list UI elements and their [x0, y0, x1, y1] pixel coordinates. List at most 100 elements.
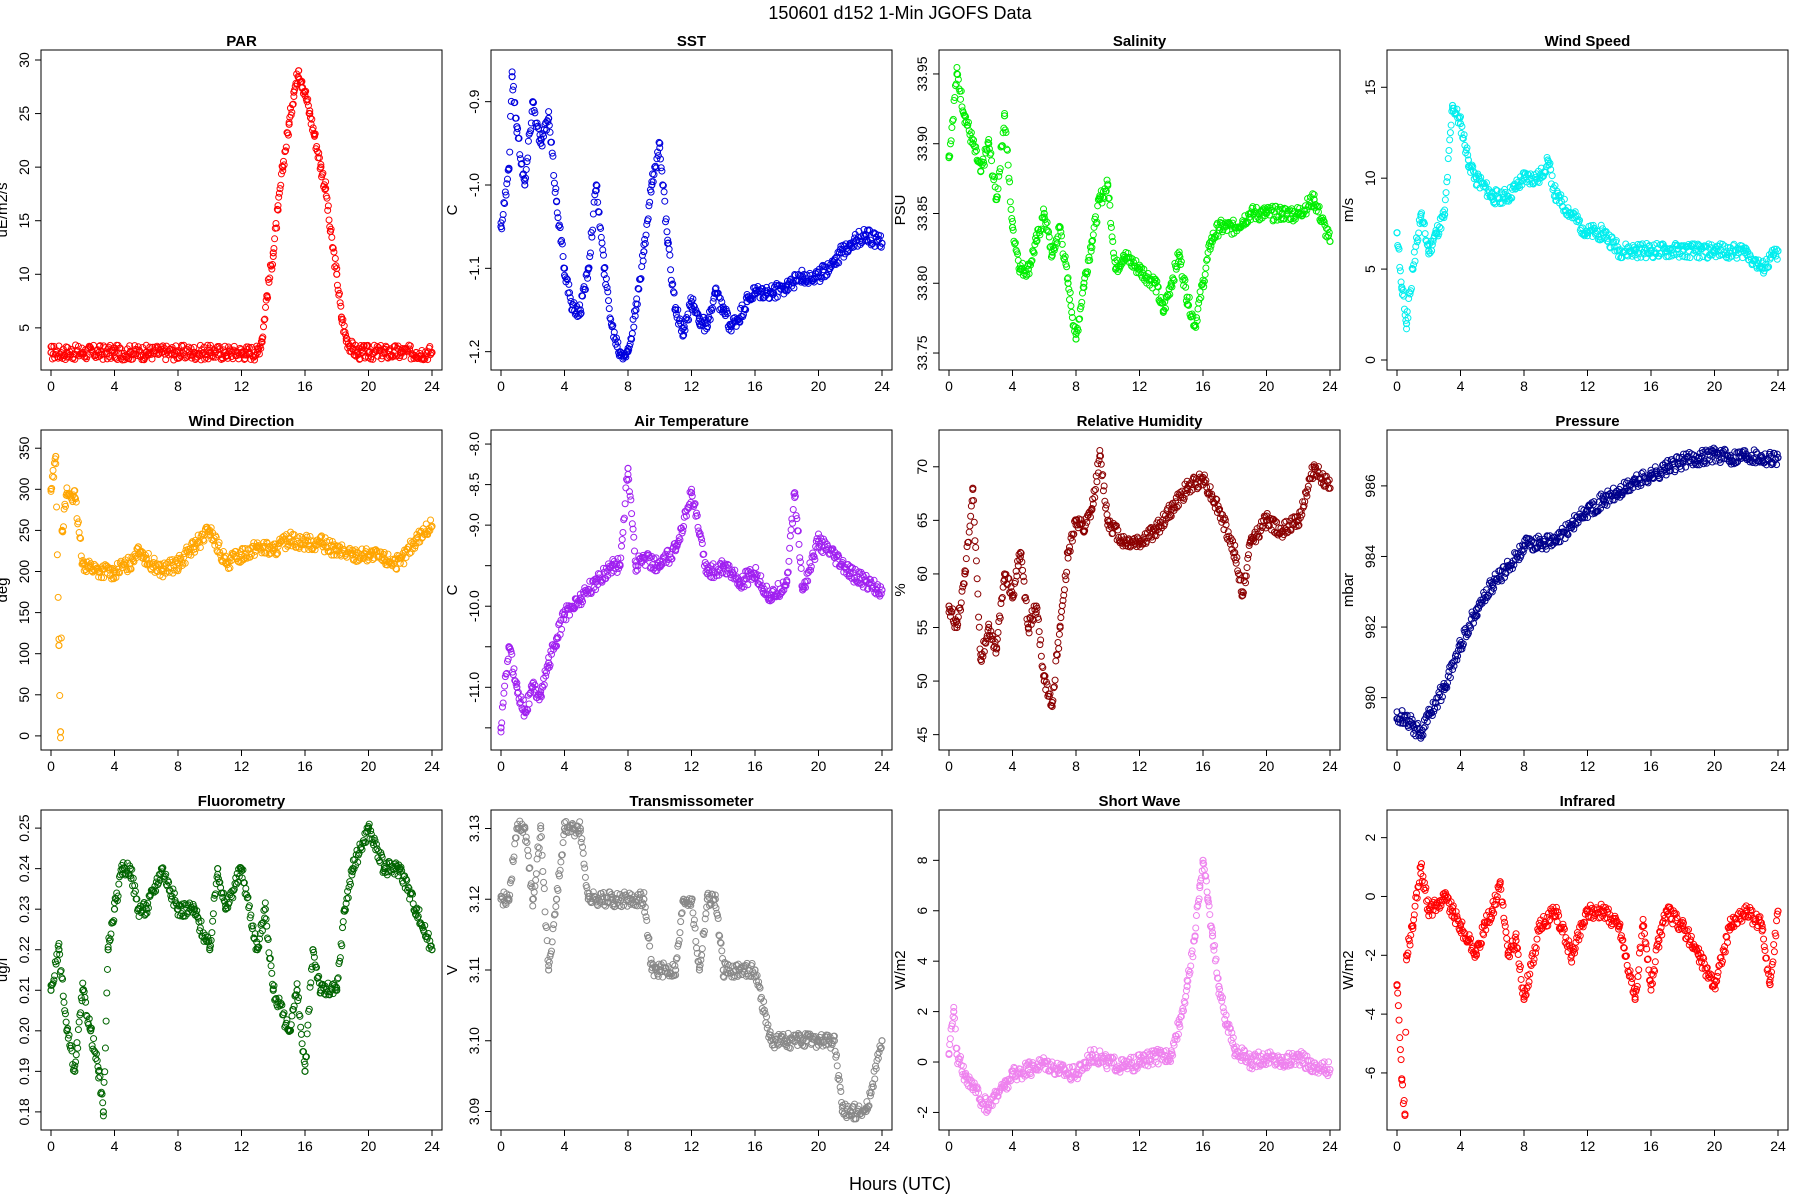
data-point: [965, 528, 973, 536]
data-point: [54, 593, 62, 601]
data-point: [1040, 213, 1048, 221]
data-point: [975, 623, 983, 631]
y-tick-label: 15: [16, 213, 32, 229]
data-point: [1441, 196, 1449, 204]
data-point: [509, 82, 517, 90]
data-point: [276, 185, 284, 193]
data-point: [767, 289, 775, 297]
y-tick-label: 0.20: [16, 1017, 32, 1044]
data-point: [508, 68, 516, 76]
x-tick-label: 0: [47, 758, 55, 774]
y-tick-label: 5: [16, 324, 32, 332]
data-point: [638, 251, 646, 259]
data-point: [1407, 712, 1415, 720]
x-tick-label: 8: [174, 378, 182, 394]
y-tick-label: 350: [16, 436, 32, 460]
data-point: [53, 957, 61, 965]
data-point: [654, 152, 662, 160]
data-point: [1086, 256, 1094, 264]
data-point: [103, 355, 111, 363]
x-tick-label: 20: [361, 758, 377, 774]
data-point: [601, 264, 609, 272]
x-tick-label: 8: [624, 378, 632, 394]
panel-title: Air Temperature: [634, 413, 749, 430]
data-point: [656, 155, 664, 163]
data-point: [1093, 478, 1101, 486]
data-point: [1006, 178, 1014, 186]
data-point: [1043, 218, 1051, 226]
data-point: [427, 516, 435, 524]
data-point: [1326, 237, 1334, 245]
data-point: [630, 547, 638, 555]
panel-title: Wind Speed: [1545, 33, 1631, 50]
data-point: [979, 155, 987, 163]
data-point: [660, 188, 668, 196]
data-point: [599, 246, 607, 254]
data-point: [306, 109, 314, 118]
x-tick-label: 16: [297, 1138, 313, 1154]
data-point: [524, 137, 532, 145]
x-tick-label: 4: [1009, 378, 1017, 394]
data-point: [237, 348, 246, 357]
data-point: [996, 165, 1004, 173]
data-point: [322, 184, 330, 193]
data-point: [667, 266, 675, 274]
data-point: [356, 355, 364, 363]
data-point: [73, 1039, 81, 1047]
data-point: [201, 355, 209, 363]
data-point: [275, 193, 283, 201]
data-point: [947, 137, 955, 145]
panel-title: PAR: [226, 33, 257, 50]
y-tick-label: -9.0: [466, 513, 482, 537]
data-point: [633, 295, 641, 303]
data-point: [315, 154, 323, 162]
data-point: [1037, 225, 1045, 233]
data-point: [594, 208, 602, 216]
data-point: [552, 198, 561, 206]
data-point: [718, 298, 726, 306]
y-axis-label: ug/l: [0, 958, 11, 982]
data-point: [323, 194, 331, 202]
data-point: [505, 164, 513, 172]
data-point: [336, 299, 344, 307]
data-point: [971, 537, 979, 545]
data-point: [641, 240, 649, 248]
data-point: [560, 264, 569, 272]
data-point: [665, 245, 673, 253]
panel-title: Salinity: [1113, 33, 1167, 50]
data-point: [565, 280, 573, 288]
data-point: [790, 284, 798, 292]
data-point: [566, 289, 574, 297]
data-point: [968, 135, 976, 143]
y-tick-label: 10: [16, 266, 32, 282]
data-point: [270, 244, 278, 252]
data-point: [288, 108, 296, 116]
data-point: [253, 348, 261, 357]
data-point: [697, 321, 705, 329]
x-tick-label: 16: [1195, 758, 1211, 774]
data-point: [329, 244, 337, 252]
x-tick-label: 4: [1457, 378, 1465, 394]
data-point: [1445, 147, 1453, 155]
x-tick-label: 0: [47, 378, 55, 394]
data-point: [261, 315, 269, 323]
data-point: [74, 1026, 82, 1034]
data-point: [599, 251, 607, 259]
data-point: [965, 127, 973, 135]
data-point: [222, 348, 230, 357]
data-point: [1074, 327, 1082, 335]
series-points: [47, 67, 436, 364]
y-tick-label: 200: [16, 560, 32, 584]
data-point: [607, 315, 615, 323]
data-point: [1446, 136, 1454, 144]
data-point: [619, 528, 627, 536]
x-tick-label: 20: [811, 378, 827, 394]
y-tick-label: 45: [914, 727, 930, 743]
data-point: [515, 134, 523, 142]
data-point: [972, 543, 980, 551]
y-tick-label: -1.1: [466, 256, 482, 280]
data-point: [74, 1044, 82, 1052]
data-point: [264, 275, 272, 283]
data-point: [681, 326, 689, 334]
y-tick-label: 0.25: [16, 814, 32, 841]
